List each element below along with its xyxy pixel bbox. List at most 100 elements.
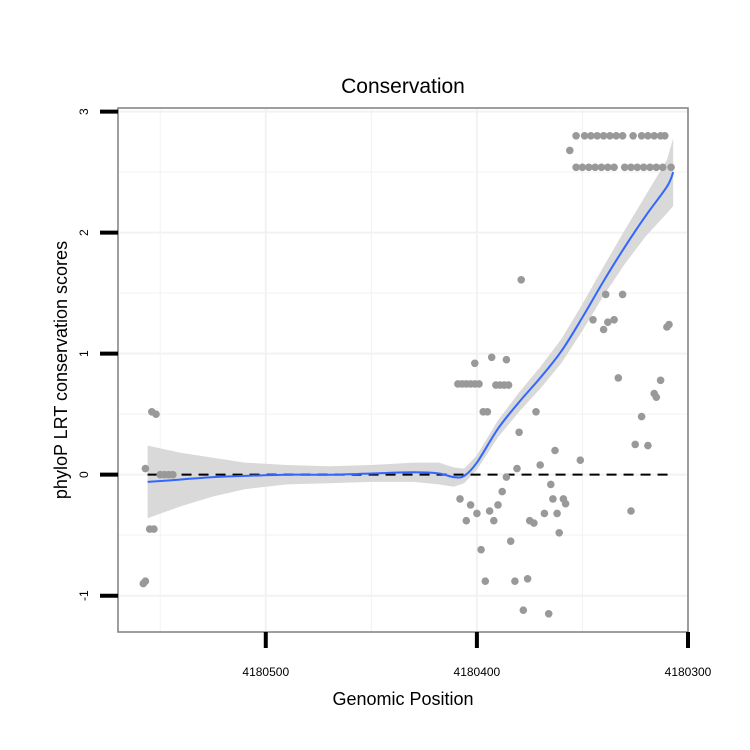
y-tick-label: 2	[77, 229, 91, 236]
data-point	[477, 545, 485, 554]
y-tick-label: 0	[77, 471, 91, 478]
data-point	[652, 393, 661, 402]
data-point	[576, 456, 585, 465]
data-point	[485, 507, 494, 515]
y-tick-label: 3	[77, 108, 91, 115]
data-point	[502, 473, 511, 481]
data-point	[572, 163, 580, 172]
data-point	[661, 132, 669, 140]
data-point	[456, 495, 464, 503]
data-point	[578, 163, 587, 172]
data-point	[658, 163, 667, 172]
data-point	[589, 316, 597, 324]
data-point	[481, 577, 490, 585]
data-point	[502, 355, 511, 364]
x-axis: 4180500 4180400 4180300	[242, 632, 712, 679]
panel-background	[118, 108, 688, 632]
confidence-ribbon	[147, 138, 674, 519]
data-point	[515, 428, 523, 437]
data-point	[604, 318, 612, 327]
data-point	[547, 480, 555, 489]
data-point	[141, 577, 150, 585]
data-point	[551, 446, 559, 455]
data-point	[544, 610, 553, 618]
data-point	[152, 410, 160, 419]
data-point	[473, 509, 481, 518]
data-point	[599, 325, 608, 334]
data-point	[612, 132, 620, 140]
data-point	[631, 440, 639, 449]
data-point	[652, 163, 661, 172]
data-point	[519, 606, 528, 614]
data-point	[483, 408, 492, 416]
data-point	[627, 163, 635, 172]
data-point	[629, 132, 637, 140]
data-point	[504, 381, 513, 389]
data-point	[572, 132, 580, 140]
data-point	[540, 509, 549, 518]
data-point	[606, 132, 614, 140]
data-points	[139, 132, 675, 618]
data-point	[471, 359, 479, 368]
data-point	[599, 132, 608, 140]
chart-title: Conservation	[341, 75, 465, 98]
y-axis: -1 0 1 2 3	[77, 108, 118, 601]
grid-lines	[118, 108, 689, 632]
data-point	[646, 163, 654, 172]
smooth-curve	[147, 171, 675, 483]
data-point	[610, 316, 618, 324]
data-point	[513, 464, 521, 473]
data-point	[650, 132, 658, 140]
data-point	[601, 290, 610, 299]
data-point	[475, 380, 483, 388]
data-point	[656, 376, 665, 385]
data-point	[587, 132, 595, 140]
data-point	[487, 353, 496, 362]
data-point	[618, 132, 627, 140]
data-point	[585, 163, 593, 172]
data-point	[466, 501, 475, 509]
data-point	[462, 516, 471, 525]
data-point	[150, 525, 158, 533]
data-point	[566, 146, 574, 155]
y-tick-label: -1	[77, 590, 91, 601]
data-point	[530, 519, 538, 527]
data-point	[618, 290, 627, 299]
data-point	[490, 516, 498, 525]
data-point	[141, 464, 150, 473]
x-tick-label: 4180400	[454, 665, 501, 679]
data-point	[591, 163, 599, 172]
data-point	[637, 412, 646, 421]
data-point	[517, 276, 525, 284]
plot-panel	[117, 107, 689, 633]
data-point	[633, 163, 642, 172]
data-point	[561, 499, 570, 508]
x-tick-label: 4180300	[665, 665, 712, 679]
data-point	[498, 487, 507, 496]
data-point	[667, 163, 675, 172]
data-point	[593, 132, 601, 140]
panel-border	[117, 107, 689, 633]
x-tick-label: 4180500	[242, 665, 289, 679]
data-point	[580, 132, 589, 140]
data-point	[536, 461, 544, 469]
data-point	[637, 132, 646, 140]
data-point	[555, 529, 563, 537]
data-point	[506, 537, 515, 545]
data-point	[644, 441, 652, 450]
x-axis-label: Genomic Position	[332, 689, 473, 709]
data-point	[627, 507, 635, 515]
data-point	[644, 132, 652, 140]
data-point	[169, 470, 177, 479]
smooth-line	[147, 171, 675, 483]
data-point	[610, 163, 618, 172]
data-point	[511, 577, 519, 585]
y-axis-label: phyloP LRT conservation scores	[51, 241, 71, 499]
data-point	[553, 509, 561, 518]
data-point	[604, 163, 612, 172]
data-point	[665, 320, 673, 329]
y-tick-label: 1	[77, 350, 91, 357]
data-point	[597, 163, 606, 172]
data-point	[549, 495, 557, 503]
